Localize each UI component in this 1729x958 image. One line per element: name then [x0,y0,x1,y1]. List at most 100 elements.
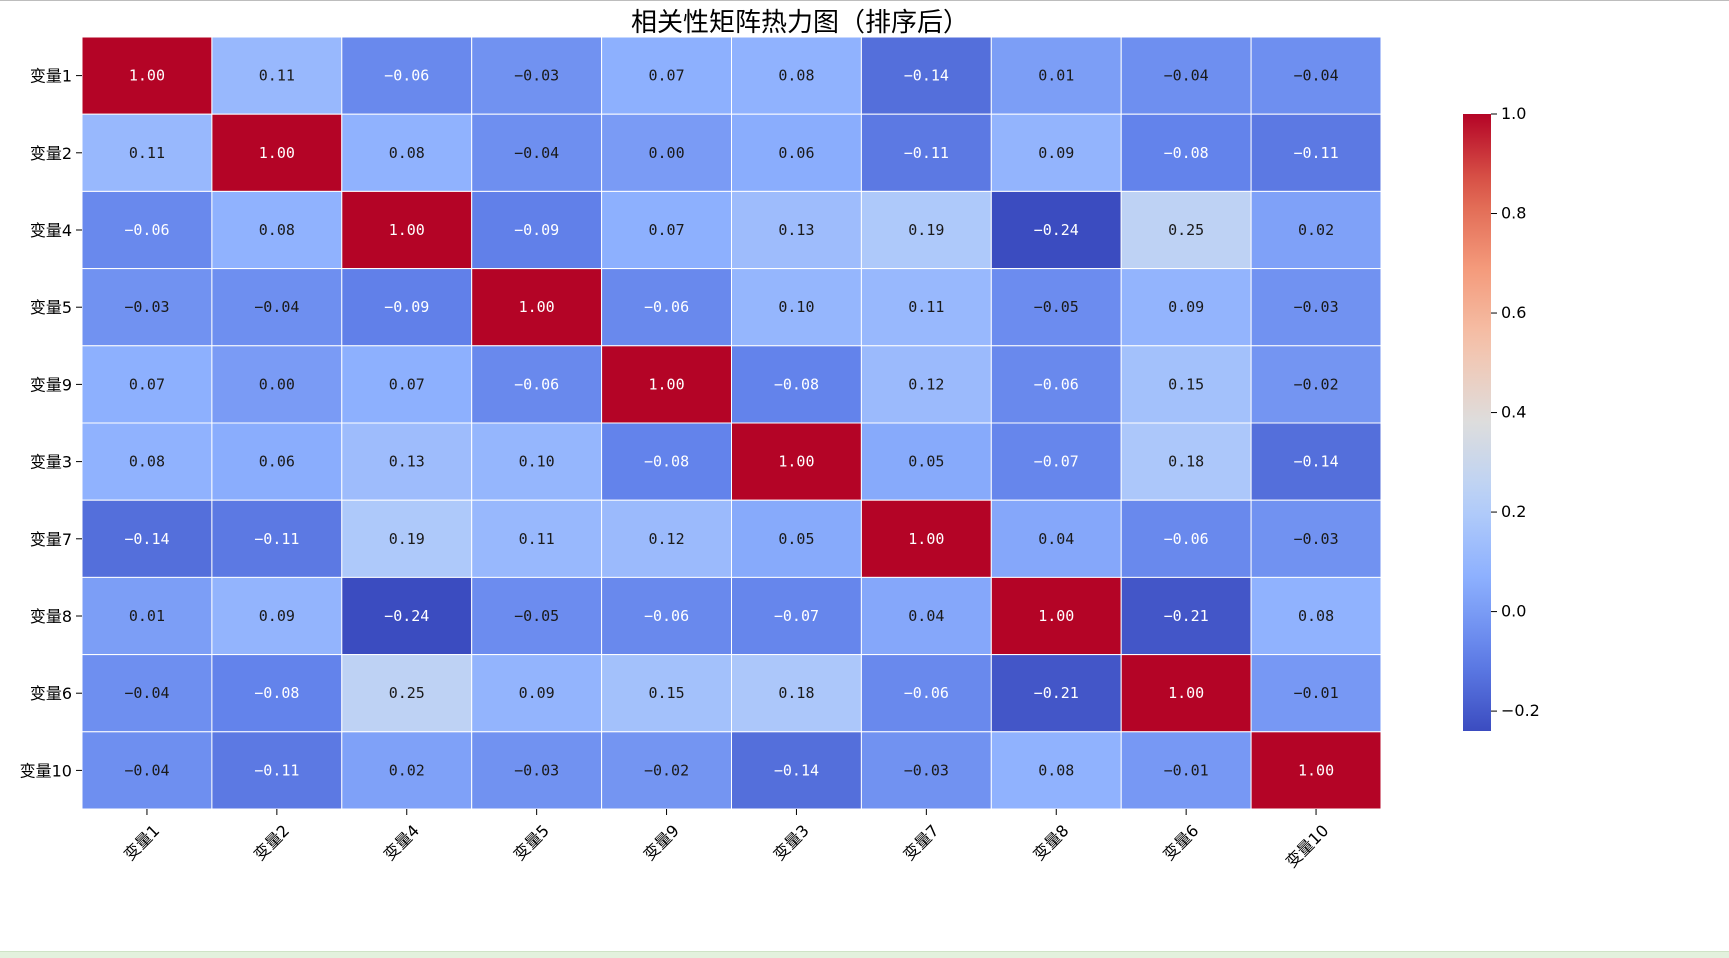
heatmap-cell-r6-c2 [341,499,473,578]
heatmap-cell-label-r2-c8: 0.25 [1168,221,1204,239]
heatmap-cell-label-r8-c8: 1.00 [1168,684,1204,702]
heatmap-cell-label-r0-c8: −0.04 [1164,67,1209,85]
heatmap-cell-r7-c6 [860,576,992,656]
heatmap-cell-label-r7-c2: −0.24 [384,607,429,625]
heatmap-cell-label-r9-c1: −0.11 [254,761,299,779]
heatmap-cell-label-r5-c5: 1.00 [778,453,814,471]
heatmap-cell-label-r6-c5: 0.05 [778,530,814,548]
heatmap-cell-label-r4-c8: 0.15 [1168,375,1204,393]
heatmap-cell-label-r5-c1: 0.06 [259,453,295,471]
heatmap-cell-label-r5-c3: 0.10 [519,453,555,471]
heatmap-cell-label-r8-c4: 0.15 [648,684,684,702]
heatmap-cell-r6-c8 [1120,499,1252,578]
heatmap-cell-r2-c7 [990,190,1122,270]
heatmap-cell-label-r2-c1: 0.08 [259,221,295,239]
heatmap-cell-label-r9-c6: −0.03 [904,761,949,779]
heatmap-cell-label-r2-c4: 0.07 [648,221,684,239]
heatmap-cell-r3-c1 [211,268,343,347]
heatmap-cell-label-r9-c5: −0.14 [774,761,819,779]
heatmap-cell-r6-c6 [860,499,992,578]
colorbar-tick-label-5: 0.0 [1501,602,1526,621]
heatmap-cell-label-r6-c3: 0.11 [519,530,555,548]
heatmap-cell-r2-c3 [471,190,603,270]
heatmap-cell-r8-c2 [341,654,473,733]
y-tick-label-9: 变量10 [20,761,72,780]
heatmap-cell-r5-c9 [1250,422,1382,501]
heatmap-cell-label-r0-c1: 0.11 [259,67,295,85]
heatmap-cell-label-r2-c6: 0.19 [908,221,944,239]
y-tick-label-0: 变量1 [30,67,72,86]
heatmap-cell-label-r0-c0: 1.00 [129,67,165,85]
x-tick-label-4: 变量9 [640,821,683,864]
y-tick-label-5: 变量3 [30,453,72,472]
x-tick-label-5: 变量3 [769,821,812,864]
heatmap-cell-r1-c2 [341,113,473,192]
heatmap-cell-r9-c6 [860,731,992,810]
heatmap-cell-label-r5-c2: 0.13 [389,453,425,471]
heatmap-cell-label-r5-c0: 0.08 [129,453,165,471]
heatmap-cell-label-r7-c7: 1.00 [1038,607,1074,625]
heatmap-cell-label-r7-c6: 0.04 [908,607,944,625]
colorbar-tick-label-3: 0.4 [1501,403,1526,422]
heatmap-cell-label-r1-c3: −0.04 [514,144,559,162]
heatmap-cell-r1-c4 [601,113,732,192]
heatmap-cell-r8-c9 [1250,654,1382,733]
heatmap-cell-r7-c5 [731,576,862,656]
y-tick-label-4: 变量9 [30,375,72,394]
heatmap-cell-label-r3-c7: −0.05 [1034,298,1079,316]
heatmap-cell-label-r8-c9: −0.01 [1293,684,1338,702]
heatmap-cell-r3-c5 [731,268,862,347]
heatmap-cell-r5-c7 [990,422,1122,501]
y-tick-label-6: 变量7 [30,530,72,549]
heatmap-cell-r5-c4 [601,422,732,501]
heatmap-cells [81,36,1382,810]
heatmap-cell-label-r2-c2: 1.00 [389,221,425,239]
x-tick-label-6: 变量7 [899,821,942,864]
heatmap-cell-r6-c1 [211,499,343,578]
heatmap-cell-label-r9-c2: 0.02 [389,761,425,779]
heatmap-cell-label-r1-c7: 0.09 [1038,144,1074,162]
heatmap-cell-r3-c3 [471,268,603,347]
heatmap-annotations: 1.00 0.11 −0.06 −0.03 0.07 0.08 −0.14 0.01 −0.04… [124,67,1338,780]
heatmap-cell-label-r4-c7: −0.06 [1034,375,1079,393]
heatmap-cell-r2-c0 [81,190,213,270]
heatmap-cell-r2-c5 [731,190,862,270]
heatmap-cell-label-r8-c6: −0.06 [904,684,949,702]
heatmap-cell-label-r0-c7: 0.01 [1038,67,1074,85]
heatmap-cell-r8-c3 [471,654,603,733]
heatmap-cell-label-r8-c1: −0.08 [254,684,299,702]
colorbar: 1.0 0.8 0.6 0.4 0.2 0.0 −0.2 [1463,104,1540,731]
heatmap-cell-r8-c0 [81,654,213,733]
heatmap-cell-r3-c2 [341,268,473,347]
heatmap-cell-r8-c8 [1120,654,1252,733]
heatmap-cell-r7-c3 [471,576,603,656]
heatmap-cell-r2-c2 [341,190,473,270]
heatmap-cell-label-r7-c4: −0.06 [644,607,689,625]
heatmap-cell-label-r8-c3: 0.09 [519,684,555,702]
heatmap-cell-r4-c3 [471,345,603,424]
heatmap-cell-label-r1-c2: 0.08 [389,144,425,162]
heatmap-cell-label-r1-c0: 0.11 [129,144,165,162]
heatmap-cell-label-r3-c2: −0.09 [384,298,429,316]
heatmap-cell-label-r0-c5: 0.08 [778,67,814,85]
heatmap-cell-label-r1-c8: −0.08 [1164,144,1209,162]
colorbar-tick-label-6: −0.2 [1501,701,1540,720]
window-top-border [0,0,1729,1]
heatmap-cell-r0-c8 [1120,36,1252,115]
heatmap-cell-r4-c7 [990,345,1122,424]
heatmap-cell-label-r1-c9: −0.11 [1293,144,1338,162]
heatmap-cell-label-r3-c4: −0.06 [644,298,689,316]
heatmap-cell-r7-c2 [341,576,473,656]
heatmap-cell-label-r5-c4: −0.08 [644,453,689,471]
heatmap-cell-r9-c8 [1120,731,1252,810]
heatmap-cell-label-r0-c3: −0.03 [514,67,559,85]
heatmap-cell-r5-c1 [211,422,343,501]
heatmap-cell-label-r7-c5: −0.07 [774,607,819,625]
heatmap-cell-label-r0-c9: −0.04 [1293,67,1338,85]
heatmap-cell-label-r7-c3: −0.05 [514,607,559,625]
heatmap-cell-r3-c4 [601,268,732,347]
heatmap-cell-label-r4-c3: −0.06 [514,375,559,393]
heatmap-cell-label-r8-c0: −0.04 [124,684,169,702]
y-tick-label-2: 变量4 [30,221,72,240]
heatmap-cell-r4-c6 [860,345,992,424]
